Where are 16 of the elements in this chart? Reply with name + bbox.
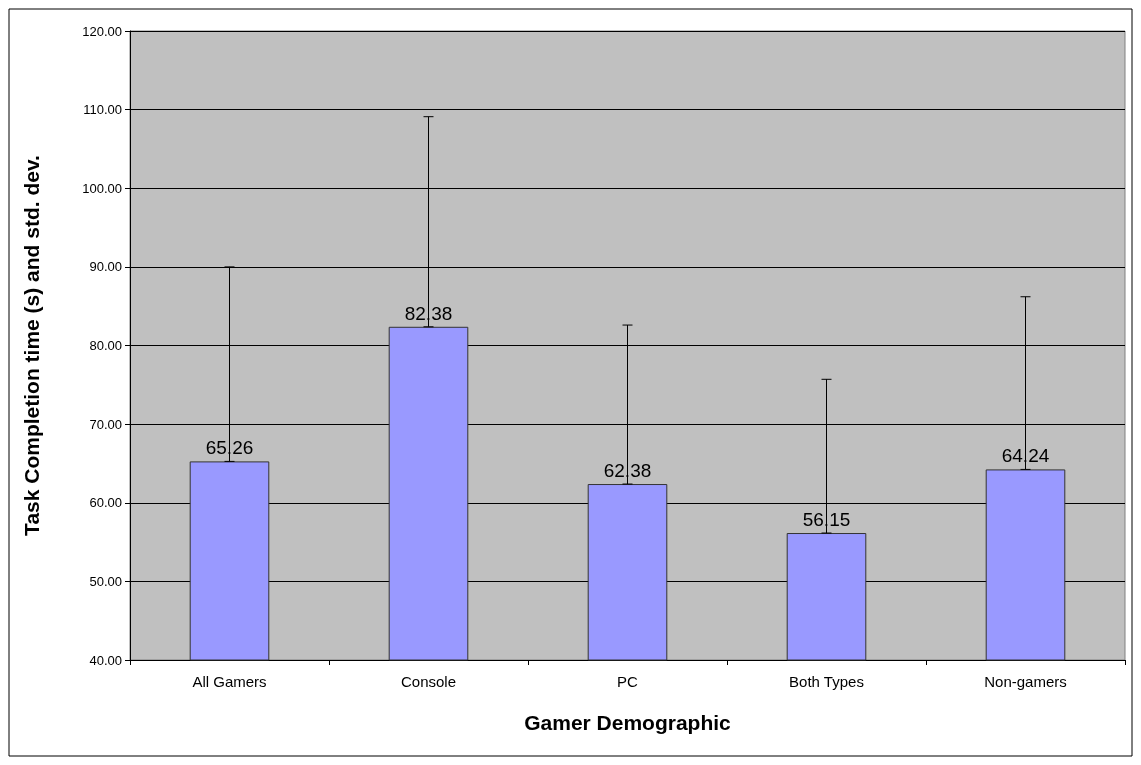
x-tick-label: Both Types [789, 673, 864, 690]
y-axis-title: Task Completion time (s) and std. dev. [20, 155, 43, 536]
x-tick-label: PC [617, 673, 639, 690]
y-tick-label: 120.00 [82, 23, 122, 39]
x-tick-label: Console [400, 673, 457, 690]
x-axis-title: Gamer Demographic [524, 711, 732, 734]
y-tick-label: 80.00 [89, 338, 122, 353]
y-tick-label: 40.00 [89, 652, 122, 668]
x-tick-label: All Gamers [192, 673, 267, 690]
y-tick-label: 60.00 [89, 495, 122, 511]
y-tick-label: 70.00 [89, 416, 122, 432]
x-tick-label: Non-gamers [984, 673, 1067, 690]
y-tick-label: 90.00 [89, 259, 122, 275]
y-tick-label: 100.00 [82, 180, 122, 196]
y-tick-label: 110.00 [83, 102, 122, 118]
y-tick-label: 50.00 [89, 573, 122, 589]
